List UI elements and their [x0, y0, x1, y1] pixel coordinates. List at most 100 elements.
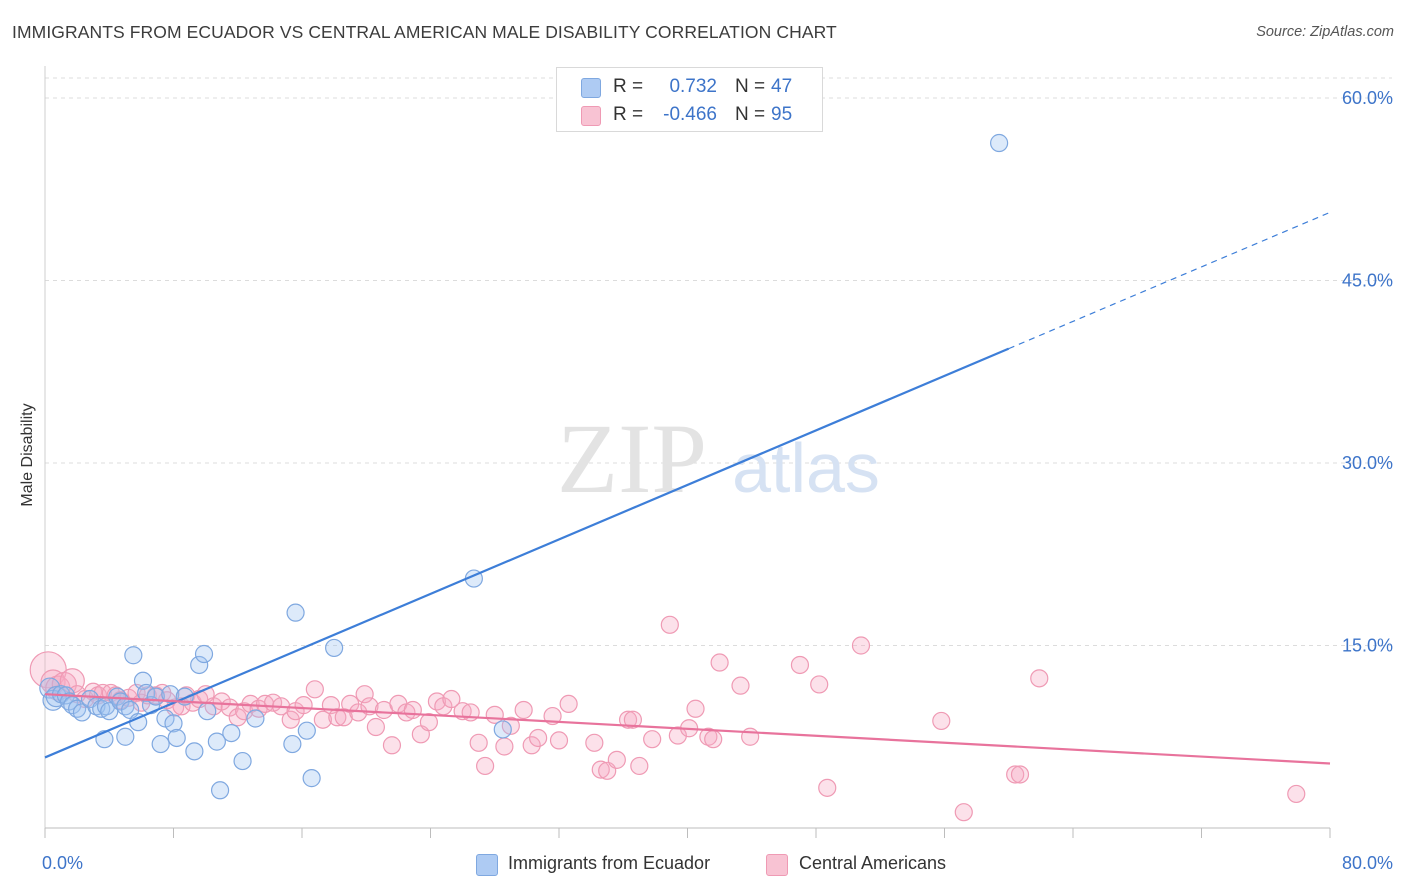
tick-labels: 15.0% 30.0% 45.0% 60.0% 0.0% 80.0%	[42, 88, 1393, 873]
central-american-point	[1006, 765, 1025, 784]
central-american-point	[442, 689, 461, 709]
r-value: -0.466	[663, 104, 717, 125]
central-american-point	[643, 730, 662, 749]
central-american-point	[294, 696, 313, 715]
n-value: 47	[771, 76, 793, 97]
central-american-point	[469, 733, 488, 752]
ecuador-point	[194, 644, 214, 664]
ecuador-point	[493, 720, 512, 739]
legend-row-ecuador: R = 0.732 N = 47	[557, 72, 822, 102]
ecuador-point	[207, 732, 226, 751]
grid-lines	[45, 77, 1392, 646]
watermark-atlas: atlas	[732, 429, 880, 507]
central-american-point	[495, 737, 514, 756]
legend-row-central: R = -0.466 N = 95	[557, 100, 822, 130]
central-american-point	[529, 728, 548, 748]
watermark: ZIP atlas	[557, 403, 880, 514]
ecuador-point	[198, 702, 217, 721]
central-american-point	[585, 733, 604, 752]
correlation-legend: R = 0.732 N = 47 R = -0.466 N = 95	[556, 67, 823, 132]
central-american-point	[710, 653, 729, 672]
ecuador-point	[185, 742, 204, 761]
central-american-point	[851, 636, 871, 655]
ecuador-trend-line	[44, 347, 1010, 759]
central-american-point	[810, 675, 829, 694]
central-american-point	[514, 700, 533, 720]
central-american-point	[932, 711, 951, 731]
y-tick-label: 60.0%	[1342, 88, 1393, 108]
central-american-point	[660, 615, 679, 634]
central-american-point	[305, 680, 324, 699]
central-american-point	[235, 702, 254, 721]
central-american-point	[281, 710, 300, 729]
legend-swatch-central	[581, 106, 601, 126]
legend-swatch-central	[766, 854, 788, 876]
central-american-point	[328, 708, 347, 727]
ecuador-point	[116, 727, 135, 746]
ecuador-point	[286, 603, 305, 622]
central-american-point	[366, 717, 385, 737]
central-american-point	[790, 655, 810, 675]
ecuador-point	[246, 709, 265, 728]
central-american-point	[419, 713, 438, 732]
ecuador-point	[161, 685, 180, 704]
central-american-point	[1010, 765, 1030, 784]
n-value: 95	[771, 104, 793, 125]
ecuador-trend-extension	[1008, 211, 1331, 350]
legend-label-ecuador: Immigrants from Ecuador	[508, 853, 711, 873]
watermark-zip: ZIP	[557, 403, 707, 514]
central-american-point	[607, 750, 626, 769]
central-american-point	[704, 730, 723, 749]
axes	[44, 66, 1331, 838]
x-tick-label: 0.0%	[42, 853, 83, 873]
legend-swatch-ecuador	[581, 78, 601, 98]
n-label: N =	[735, 76, 766, 97]
ecuador-point	[210, 781, 230, 800]
ecuador-point	[151, 734, 170, 754]
r-value: 0.732	[669, 76, 717, 97]
central-american-point	[731, 676, 750, 695]
central-american-point	[559, 694, 578, 714]
y-tick-label: 45.0%	[1342, 271, 1393, 291]
central-american-point	[630, 756, 649, 776]
ecuador-point	[283, 734, 302, 754]
central-american-point	[818, 778, 837, 797]
ecuador-point	[164, 714, 183, 733]
central-american-trend-line	[44, 693, 1331, 765]
ecuador-point	[39, 677, 61, 699]
central-american-point	[1030, 669, 1049, 688]
r-label: R =	[613, 104, 644, 125]
y-axis-label: Male Disability	[19, 403, 36, 507]
trend-lines	[44, 211, 1331, 765]
ecuador-point	[167, 728, 186, 748]
ecuador-point	[190, 655, 209, 675]
central-american-point	[476, 756, 495, 776]
central-american-point	[618, 710, 638, 729]
source-label: Source: ZipAtlas.com	[1256, 24, 1394, 40]
ecuador-point	[233, 751, 252, 771]
central-american-point	[686, 699, 705, 718]
central-american-point	[522, 736, 541, 755]
legend-swatch-ecuador	[476, 854, 498, 876]
ecuador-point	[222, 723, 241, 743]
central-american-point	[668, 726, 687, 745]
central-american-point	[382, 736, 402, 755]
chart-title: IMMIGRANTS FROM ECUADOR VS CENTRAL AMERI…	[12, 22, 837, 42]
central-american-point	[591, 760, 610, 779]
ecuador-point	[325, 638, 344, 658]
ecuador-point	[297, 721, 316, 740]
central-american-point	[403, 700, 422, 720]
central-american-point	[954, 803, 973, 822]
central-american-point	[623, 710, 642, 729]
ecuador-point	[124, 646, 143, 665]
data-points	[29, 133, 1306, 822]
legend-label-central: Central Americans	[799, 853, 947, 873]
x-tick-label: 80.0%	[1342, 853, 1393, 873]
central-american-point	[549, 731, 569, 750]
n-label: N =	[735, 104, 766, 125]
y-tick-label: 15.0%	[1342, 636, 1393, 656]
central-american-point	[1287, 784, 1306, 804]
ecuador-point	[302, 769, 321, 788]
ecuador-point	[990, 133, 1009, 153]
